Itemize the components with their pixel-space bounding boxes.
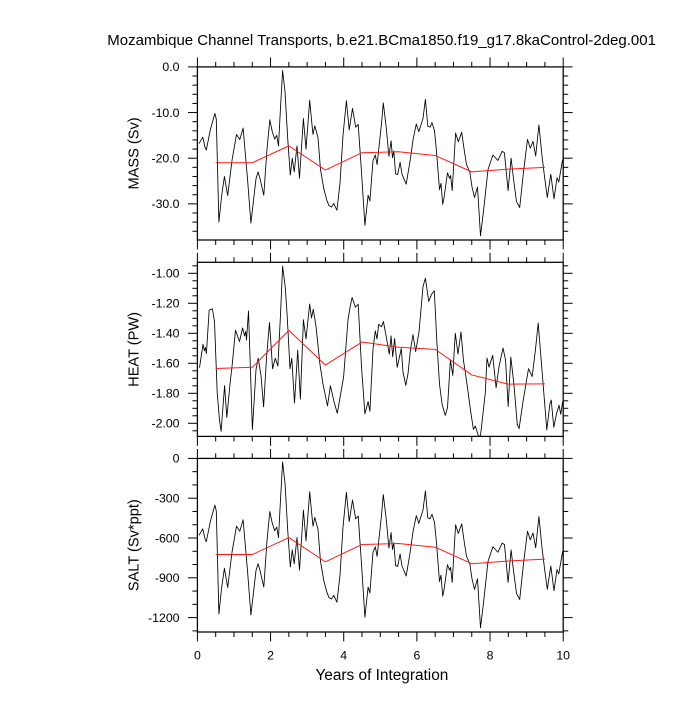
svg-text:MASS (Sv): MASS (Sv) <box>127 117 143 189</box>
svg-text:0: 0 <box>173 452 180 466</box>
svg-text:SALT (Sv*ppt): SALT (Sv*ppt) <box>127 499 143 591</box>
svg-text:-10.0: -10.0 <box>151 106 179 120</box>
svg-text:0: 0 <box>194 649 201 663</box>
svg-text:-2.00: -2.00 <box>151 417 179 431</box>
svg-text:Years of Integration: Years of Integration <box>315 667 448 684</box>
svg-text:-1.40: -1.40 <box>151 327 179 341</box>
svg-text:Mozambique Channel Transports,: Mozambique Channel Transports, b.e21.BCm… <box>107 32 656 49</box>
svg-text:4: 4 <box>340 649 347 663</box>
svg-text:HEAT (PW): HEAT (PW) <box>127 312 143 387</box>
svg-text:-30.0: -30.0 <box>151 197 179 211</box>
svg-text:0.0: 0.0 <box>162 60 179 74</box>
svg-text:8: 8 <box>487 649 494 663</box>
svg-text:6: 6 <box>413 649 420 663</box>
svg-text:-900: -900 <box>155 571 180 585</box>
svg-text:-1200: -1200 <box>148 611 180 625</box>
svg-text:2: 2 <box>267 649 274 663</box>
svg-text:10: 10 <box>556 649 570 663</box>
svg-text:-300: -300 <box>155 492 180 506</box>
svg-text:-1.80: -1.80 <box>151 387 179 401</box>
svg-text:-20.0: -20.0 <box>151 152 179 166</box>
svg-text:-1.20: -1.20 <box>151 297 179 311</box>
svg-text:-600: -600 <box>155 531 180 545</box>
svg-text:-1.00: -1.00 <box>151 267 179 281</box>
svg-text:-1.60: -1.60 <box>151 357 179 371</box>
